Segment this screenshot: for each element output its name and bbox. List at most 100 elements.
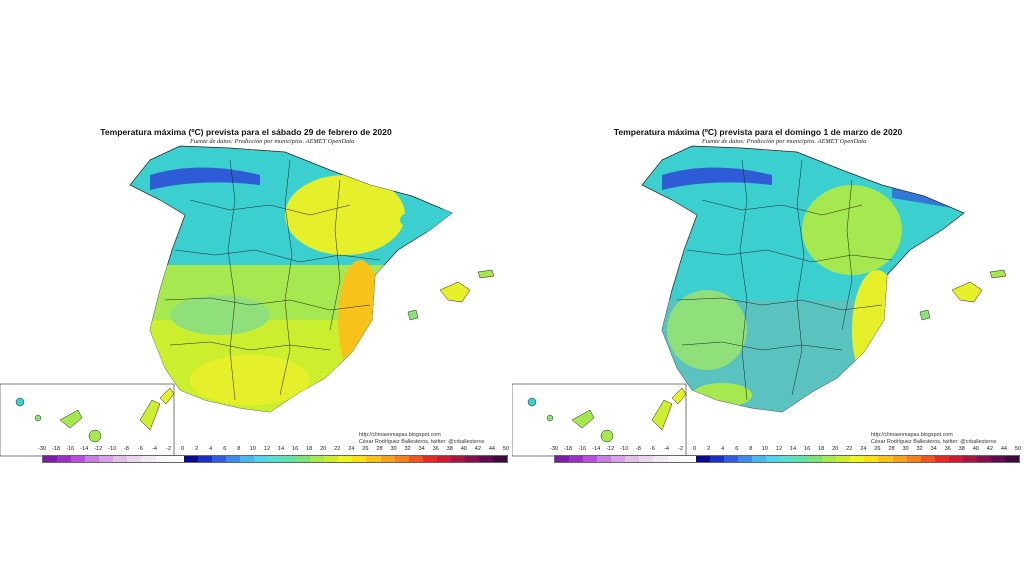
scale-tick-label: 26 [362, 446, 369, 452]
scale-color-swatch [934, 456, 949, 462]
scale-tick-label: 44 [488, 446, 496, 452]
map-title: Temperatura máxima (ºC) prevista para el… [100, 127, 392, 137]
scale-color-swatch [338, 456, 353, 462]
scale-tick-label: -18 [52, 446, 61, 452]
canary-island [88, 429, 102, 443]
scale-color-swatch [211, 456, 226, 462]
scale-tick-label: 40 [972, 446, 979, 452]
scale-tick-label: 0 [693, 446, 697, 452]
scale-tick-label: 2 [707, 446, 711, 452]
scale-ticks: -30 -18 -16 -14 -12 -10 -8 -6 -4 -2 0 2 4 6 8 10 12 14 16 1… [34, 446, 510, 456]
scale-tick-label: -12 [606, 446, 615, 452]
scale-color-swatch [639, 456, 654, 462]
scale-color-swatch [906, 456, 921, 462]
scale-color-swatch [268, 456, 283, 462]
scale-tick-label: -6 [649, 446, 655, 452]
scale-color-swatch [850, 456, 865, 462]
scale-tick-label: 8 [749, 446, 753, 452]
scale-tick-label: 36 [432, 446, 439, 452]
scale-tick-label: 28 [376, 446, 383, 452]
scale-color-swatch [794, 456, 809, 462]
scale-color-swatch [113, 456, 128, 462]
scale-tick-label: 42 [474, 446, 481, 452]
scale-tick-label: 8 [237, 446, 241, 452]
scale-tick-label: -2 [678, 446, 684, 452]
scale-color-swatch [380, 456, 395, 462]
canary-island [600, 429, 614, 443]
ibiza [919, 309, 931, 321]
scale-tick-label: 6 [735, 446, 739, 452]
scale-color-swatch [324, 456, 339, 462]
scale-color-swatch [920, 456, 935, 462]
scale-color-swatch [464, 456, 479, 462]
scale-color-swatch [282, 456, 297, 462]
scale-color-swatch [408, 456, 423, 462]
scale-color-swatch [296, 456, 311, 462]
map-source: Fuente de datos: Predicción por municipi… [190, 138, 355, 145]
scale-color-swatch [892, 456, 907, 462]
scale-color-swatch [352, 456, 367, 462]
scale-tick-label: 10 [761, 446, 769, 452]
scale-tick-label: -8 [635, 446, 641, 452]
scale-color-swatch [239, 456, 254, 462]
scale-color-swatch [127, 456, 142, 462]
scale-tick-label: 12 [775, 446, 783, 452]
scale-color-swatch [183, 456, 198, 462]
scale-color-swatch [765, 456, 780, 462]
scale-color-swatch [169, 456, 184, 462]
province-borders [164, 159, 381, 401]
mallorca [951, 281, 983, 303]
scale-tick-label: 30 [902, 446, 909, 452]
menorca [477, 269, 495, 279]
scale-tick-label: -12 [94, 446, 103, 452]
scale-color-swatch [450, 456, 465, 462]
credit-author: César Rodríguez Ballesteros, twitter: @c… [359, 439, 485, 445]
scale-tick-label: 50 [1014, 446, 1022, 452]
scale-color-swatch [597, 456, 612, 462]
scale-tick-label: -10 [108, 446, 117, 452]
color-scale: -30 -18 -16 -14 -12 -10 -8 -6 -4 -2 0 2 4 6 8 10 12 14 16 1… [34, 446, 510, 468]
ibiza [407, 309, 419, 321]
canary-island [34, 414, 42, 422]
scale-tick-label: 22 [846, 446, 853, 452]
scale-tick-label: 38 [446, 446, 453, 452]
scale-color-swatch [878, 456, 893, 462]
scale-tick-label: 14 [277, 446, 285, 452]
temperature-map [512, 145, 1007, 457]
scale-tick-label: 34 [930, 446, 937, 452]
scale-bar [42, 455, 508, 463]
scale-color-swatch [99, 456, 114, 462]
scale-color-swatch [141, 456, 156, 462]
scale-color-swatch [253, 456, 268, 462]
scale-color-swatch [962, 456, 977, 462]
scale-tick-label: 4 [209, 446, 213, 452]
scale-tick-label: 16 [291, 446, 299, 452]
scale-tick-label: -16 [66, 446, 75, 452]
scale-color-swatch [57, 456, 72, 462]
scale-tick-label: 6 [223, 446, 227, 452]
scale-tick-label: 30 [390, 446, 397, 452]
scale-tick-label: -6 [137, 446, 143, 452]
scale-tick-label: -8 [123, 446, 129, 452]
scale-tick-label: 26 [874, 446, 881, 452]
scale-color-swatch [990, 456, 1005, 462]
scale-color-swatch [493, 456, 508, 462]
scale-tick-label: 24 [860, 446, 867, 452]
scale-tick-label: 20 [320, 446, 327, 452]
scale-tick-label: 22 [334, 446, 341, 452]
scale-color-swatch [569, 456, 584, 462]
scale-color-swatch [864, 456, 879, 462]
scale-tick-label: 18 [818, 446, 825, 452]
scale-color-swatch [71, 456, 86, 462]
canary-island [59, 409, 83, 429]
credit-author: César Rodríguez Ballesteros, twitter: @c… [871, 439, 997, 445]
mallorca [439, 281, 471, 303]
scale-tick-label: 2 [195, 446, 199, 452]
scale-color-swatch [737, 456, 752, 462]
scale-color-swatch [155, 456, 170, 462]
scale-tick-label: 16 [803, 446, 811, 452]
province-borders [676, 159, 893, 401]
scale-color-swatch [436, 456, 451, 462]
scale-tick-label: 20 [832, 446, 839, 452]
canary-island [546, 414, 554, 422]
